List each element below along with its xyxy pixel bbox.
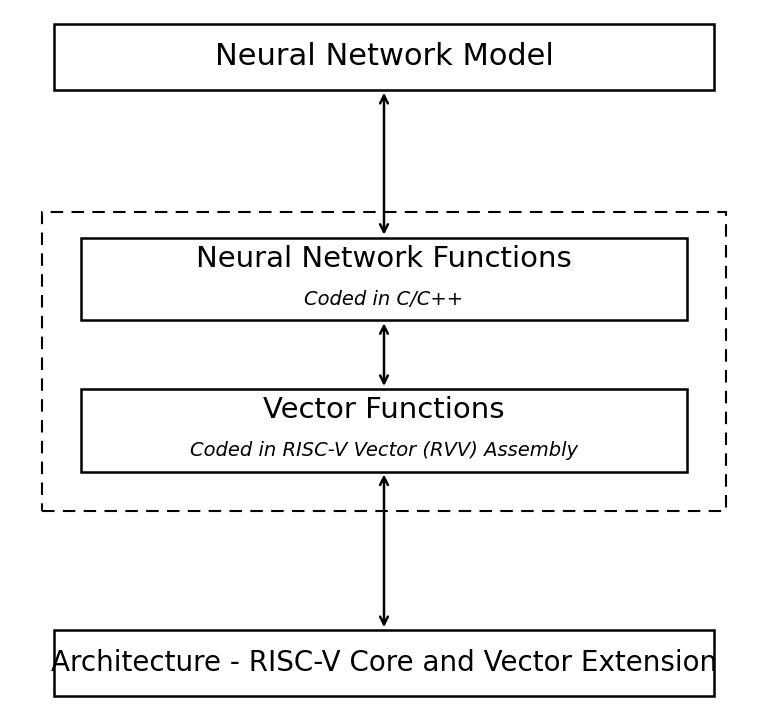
Text: Coded in C/C++: Coded in C/C++ — [304, 289, 464, 309]
Bar — [81, 238, 687, 320]
Bar — [42, 212, 726, 511]
Text: Neural Network Functions: Neural Network Functions — [196, 245, 572, 273]
Text: Neural Network Model: Neural Network Model — [214, 42, 554, 71]
Text: Architecture - RISC-V Core and Vector Extension: Architecture - RISC-V Core and Vector Ex… — [51, 649, 717, 677]
Bar — [54, 630, 714, 696]
Text: Vector Functions: Vector Functions — [263, 396, 505, 424]
Bar — [81, 389, 687, 472]
Text: Coded in RISC-V Vector (RVV) Assembly: Coded in RISC-V Vector (RVV) Assembly — [190, 441, 578, 460]
Bar — [54, 24, 714, 90]
